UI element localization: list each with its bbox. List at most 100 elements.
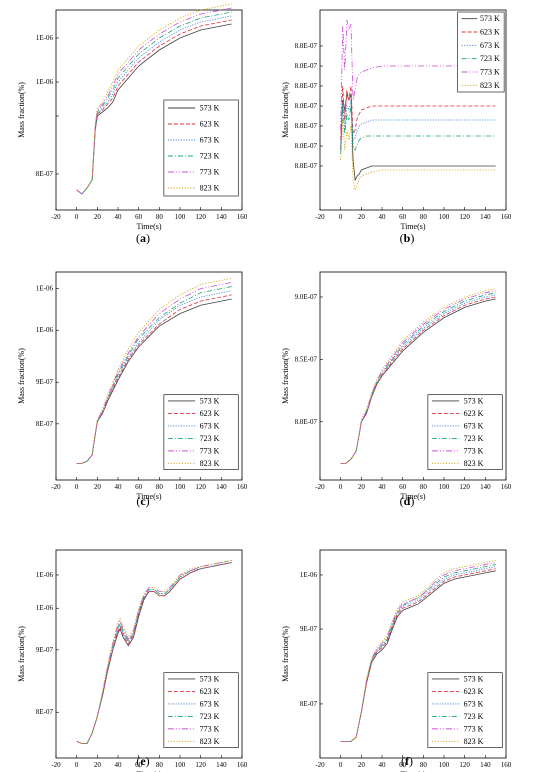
series-line-823k (76, 3, 232, 195)
x-tick-label: -20 (51, 483, 61, 491)
x-tick-label: 40 (115, 761, 123, 769)
plot-frame (319, 271, 507, 481)
y-tick-label: 8E-07 (36, 708, 54, 716)
panel-label: (a) (136, 231, 150, 245)
series-line-773k (76, 560, 232, 744)
x-tick-label: 0 (75, 761, 79, 769)
x-tick-label: 140 (480, 483, 491, 491)
series-line-823k (340, 119, 496, 192)
y-tick-label: 8.0E-07 (295, 82, 318, 90)
y-tick-label: 8.0E-07 (295, 162, 318, 170)
chart-panel-0: -20 0 20 40 60 80 100 120 140 160 8E-07 1E-06 1E-06 T… (17, 3, 248, 245)
x-tick-label: 20 (358, 213, 366, 221)
x-axis-label: Time(s) (400, 770, 425, 772)
x-tick-label: 0 (75, 483, 79, 491)
x-tick-label: 140 (216, 483, 227, 491)
series-line-623k (340, 568, 496, 742)
series-line-723k (340, 292, 496, 464)
x-tick-label: 80 (420, 213, 428, 221)
x-tick-label: 140 (216, 761, 227, 769)
legend-label: 573 K (480, 14, 500, 23)
x-tick-label: 160 (501, 761, 512, 769)
x-tick-label: 100 (175, 483, 186, 491)
y-tick-label: 1E-06 (36, 78, 54, 86)
plot-frame (55, 549, 243, 759)
x-axis-label: Time(s) (400, 222, 425, 231)
y-tick-label: 1E-06 (36, 285, 54, 293)
y-tick-label: 8.0E-07 (295, 42, 318, 50)
x-tick-label: 20 (94, 761, 102, 769)
y-tick-label: 1E-06 (36, 34, 54, 42)
x-tick-label: 140 (480, 761, 491, 769)
legend-label: 823 K (200, 737, 220, 746)
x-tick-label: 80 (156, 483, 164, 491)
x-tick-label: 60 (135, 761, 143, 769)
x-tick-label: 160 (237, 213, 248, 221)
y-tick-label: 1E-06 (36, 571, 54, 579)
series-line-673k (340, 99, 496, 151)
y-axis-label: Mass fraction(%) (17, 82, 26, 138)
legend-label: 723 K (464, 712, 484, 721)
chart-panel-3: -20 0 20 40 60 80 100 120 140 160 8.0E-07 8.5E-07 9.… (281, 271, 512, 508)
x-tick-label: 20 (94, 483, 102, 491)
x-tick-label: 100 (175, 213, 186, 221)
y-axis-label: Mass fraction(%) (17, 626, 26, 682)
legend-label: 773 K (480, 68, 500, 77)
chart-panel-2: -20 0 20 40 60 80 100 120 140 160 8E-07 9E-07 1E-06 1… (17, 271, 248, 508)
legend-label: 773 K (200, 446, 220, 455)
legend-label: 623 K (200, 409, 220, 418)
legend: 573 K 623 K 673 K 723 K 773 K 823 K (457, 11, 505, 93)
plot-frame (55, 271, 243, 481)
legend-label: 673 K (200, 421, 220, 430)
legend-label: 823 K (464, 459, 484, 468)
legend-label: 573 K (200, 674, 220, 683)
panel-label: (b) (400, 231, 415, 245)
panel-label: (f) (401, 754, 413, 768)
y-tick-label: 8.0E-07 (295, 62, 318, 70)
x-tick-label: 20 (94, 213, 102, 221)
x-axis-label: Time(s) (136, 222, 161, 231)
legend-label: 773 K (200, 168, 220, 177)
plot-frame (319, 9, 507, 211)
x-tick-label: 80 (420, 761, 428, 769)
y-tick-label: 8.0E-07 (295, 122, 318, 130)
x-tick-label: 80 (156, 213, 164, 221)
legend-label: 623 K (200, 120, 220, 129)
legend-label: 723 K (200, 434, 220, 443)
y-tick-label: 1E-06 (36, 604, 54, 612)
y-axis-label: Mass fraction(%) (281, 82, 290, 138)
legend-label: 673 K (464, 699, 484, 708)
x-tick-label: 120 (195, 213, 206, 221)
y-tick-label: 8E-07 (36, 420, 54, 428)
series-line-773k (340, 19, 496, 131)
x-axis-label: Time(s) (136, 492, 161, 501)
x-tick-label: 0 (339, 761, 343, 769)
x-tick-label: 0 (75, 213, 79, 221)
legend-label: 623 K (464, 409, 484, 418)
y-tick-label: 9E-07 (300, 625, 318, 633)
x-tick-label: 100 (439, 761, 450, 769)
x-tick-label: 20 (358, 483, 366, 491)
x-tick-label: 120 (195, 761, 206, 769)
series-line-723k (340, 105, 496, 155)
series-line-723k (340, 564, 496, 742)
y-tick-label: 1E-06 (300, 571, 318, 579)
y-tick-label: 8E-07 (36, 170, 54, 178)
x-tick-label: 160 (237, 483, 248, 491)
panel-label: (e) (136, 754, 149, 768)
y-tick-label: 9E-07 (36, 646, 54, 654)
x-tick-label: 0 (339, 213, 343, 221)
x-axis-label: Time(s) (136, 770, 161, 772)
chart-panel-5: -20 0 20 40 60 80 100 120 140 160 8E-07 9E-07 1E-06 T… (281, 549, 512, 772)
legend: 573 K 623 K 673 K 723 K 773 K 823 K (163, 99, 239, 197)
legend-label: 773 K (464, 724, 484, 733)
x-tick-label: 140 (480, 213, 491, 221)
panel-label: (c) (136, 494, 149, 508)
y-tick-label: 8E-07 (300, 700, 318, 708)
y-axis-label: Mass fraction(%) (17, 348, 26, 404)
series-line-823k (340, 288, 496, 464)
legend: 573 K 623 K 673 K 723 K 773 K 823 K (427, 672, 503, 748)
x-tick-label: 60 (135, 213, 143, 221)
y-tick-label: 8.0E-07 (295, 102, 318, 110)
